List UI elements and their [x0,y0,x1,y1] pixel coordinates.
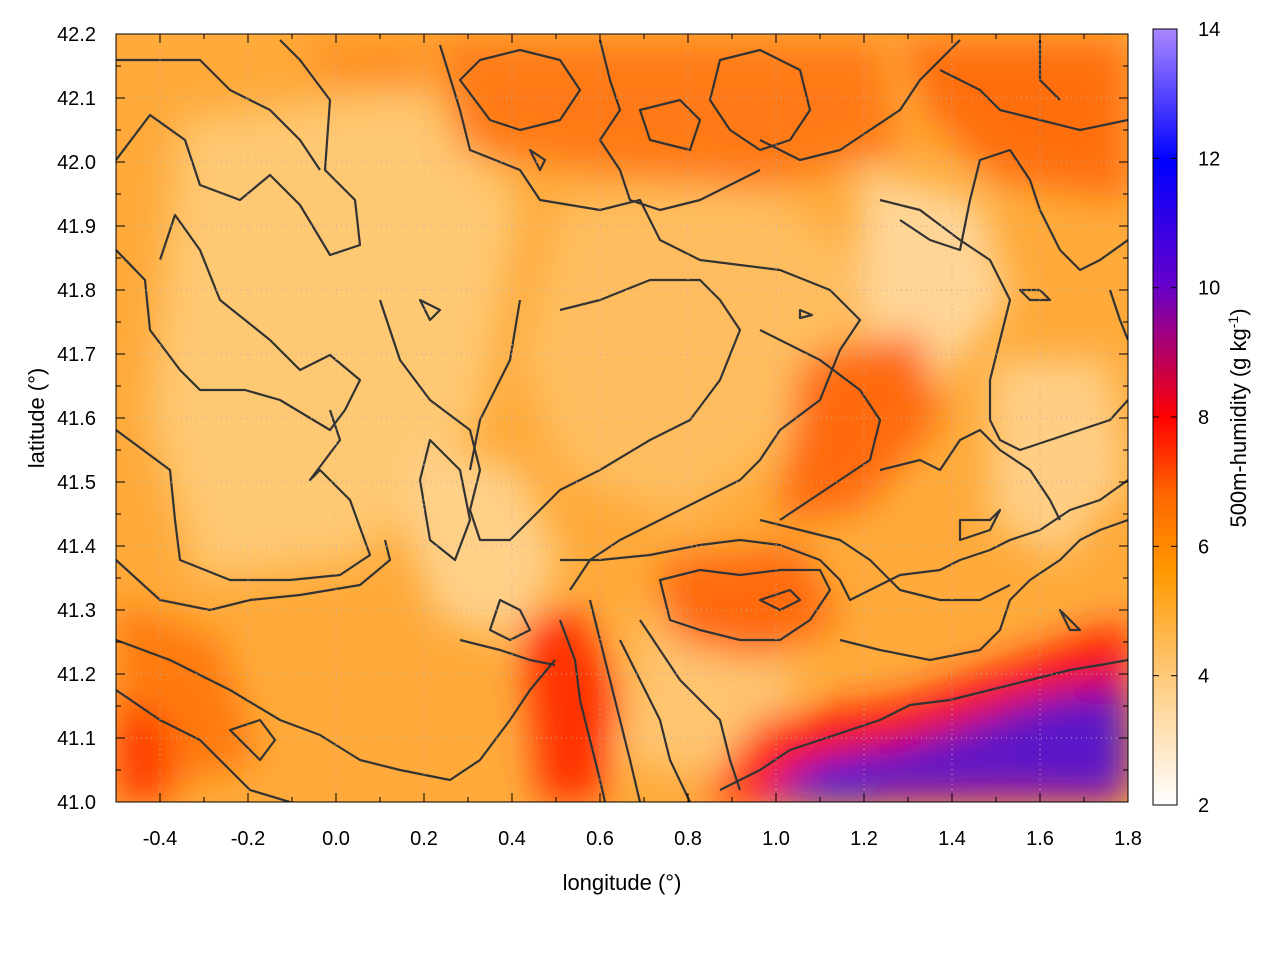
x-tick-label: 0.0 [322,828,350,850]
y-tick-label: 41.9 [57,216,96,238]
colorbar-label-end: ) [1226,308,1251,315]
y-tick-label: 41.6 [57,408,96,430]
x-tick-label: 1.0 [762,828,790,850]
y-tick-label: 42.0 [57,152,96,174]
y-tick-label: 41.8 [57,280,96,302]
colorbar-label-sup: -1 [1225,316,1241,329]
y-tick-label: 41.2 [57,664,96,686]
x-tick-label: -0.4 [143,828,177,850]
y-tick-label: 41.1 [57,728,96,750]
x-tick-label: 1.2 [850,828,878,850]
colorbar-tick-label: 6 [1198,536,1209,558]
contour-lines [116,39,1128,802]
colorbar-tick-label: 14 [1198,19,1220,41]
x-tick-label: 1.6 [1026,828,1054,850]
colorbar: 2 4 6 8 10 12 14 500m-humidity (g kg-1) [1152,19,1251,817]
x-axis-label: longitude (°) [563,870,682,895]
y-tick-label: 41.3 [57,600,96,622]
x-tick-label: 0.2 [410,828,438,850]
x-tick-label: 1.4 [938,828,966,850]
y-tick-label: 42.2 [57,24,96,46]
y-tick-label: 41.7 [57,344,96,366]
colorbar-label-main: 500m-humidity (g kg [1226,328,1251,527]
y-tick-label: 41.5 [57,472,96,494]
colorbar-tick-label: 8 [1198,407,1209,429]
y-tick-label: 41.4 [57,536,96,558]
x-tick-label: 1.8 [1114,828,1142,850]
colorbar-axis: 2 4 6 8 10 12 14 [1153,19,1220,817]
y-tick-label: 42.1 [57,88,96,110]
x-tick-label: -0.2 [231,828,265,850]
y-axis-label: latitude (°) [24,368,49,469]
colorbar-tick-label: 10 [1198,278,1220,300]
colorbar-tick-label: 4 [1198,666,1209,688]
x-tick-label: 0.8 [674,828,702,850]
x-tick-label: 0.6 [586,828,614,850]
colorbar-label: 500m-humidity (g kg-1) [1225,308,1251,527]
colorbar-tick-label: 12 [1198,148,1220,170]
y-tick-label: 41.0 [57,792,96,814]
colorbar-tick-label: 2 [1198,795,1209,817]
y-axis: 41.0 41.1 41.2 41.3 41.4 41.5 41.6 41.7 41.8 41.9… [57,24,1128,814]
x-tick-label: 0.4 [498,828,526,850]
x-axis: -0.4 -0.2 0.0 0.2 0.4 0.6 0.8 1.0 1.2 1.4 1.6 1.8 [115,34,1142,850]
